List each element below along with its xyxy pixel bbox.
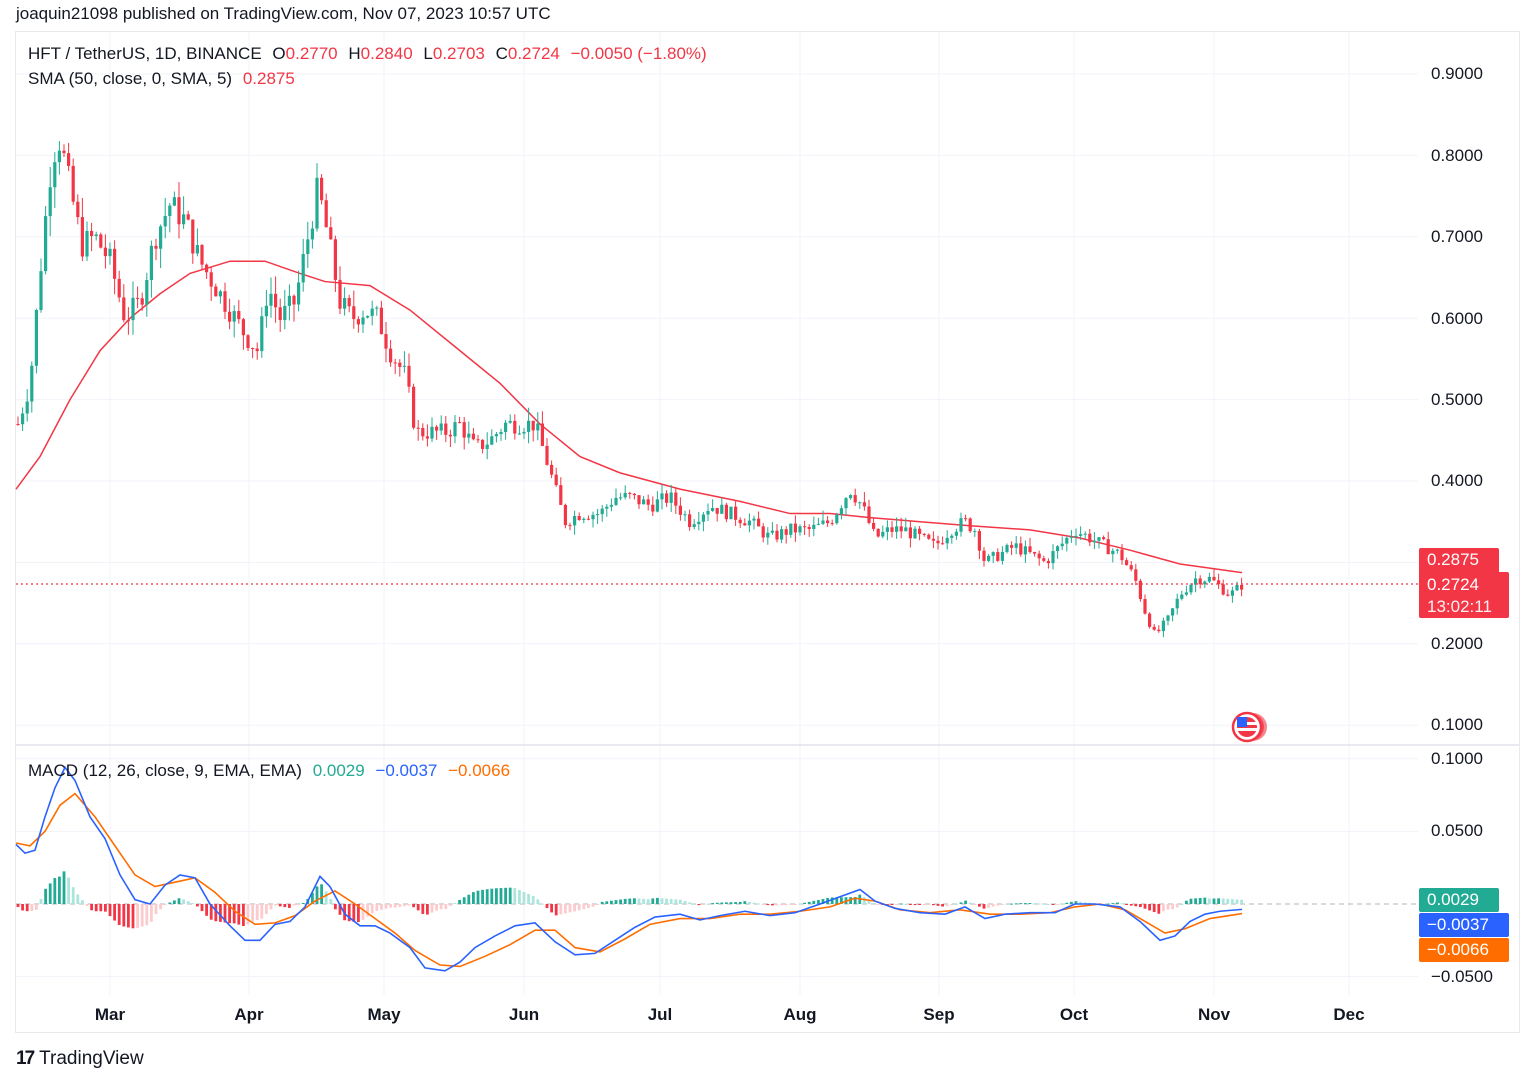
sma-price-tag: 0.2875 xyxy=(1419,548,1499,572)
bar-countdown: 13:02:11 xyxy=(1427,597,1492,616)
macd-legend[interactable]: MACD (12, 26, close, 9, EMA, EMA) 0.0029… xyxy=(28,761,516,781)
last-price-tag: 0.2724 13:02:11 xyxy=(1419,572,1509,618)
time-axis-label: Dec xyxy=(1333,1005,1365,1024)
time-axis-label: Jul xyxy=(647,1005,673,1024)
macd-histogram xyxy=(16,871,1243,929)
chart-frame xyxy=(15,31,1520,1033)
sma-legend[interactable]: SMA (50, close, 0, SMA, 5) 0.2875 xyxy=(28,69,301,89)
time-axis-label: Mar xyxy=(94,1005,126,1024)
macd-axis-label: −0.0500 xyxy=(1431,967,1493,986)
time-axis-label: Apr xyxy=(234,1005,264,1024)
low-value: 0.2703 xyxy=(432,44,485,63)
high-value: 0.2840 xyxy=(360,44,413,63)
time-axis-label: Jun xyxy=(508,1005,540,1024)
change-value: −0.0050 (−1.80%) xyxy=(570,44,707,63)
time-axis-label: Aug xyxy=(783,1005,817,1024)
published-header: joaquin21098 published on TradingView.co… xyxy=(16,4,551,23)
price-axis-label: 0.7000 xyxy=(1431,227,1483,246)
candlesticks xyxy=(16,141,1244,638)
time-axis-label: Oct xyxy=(1059,1005,1089,1024)
macd-axis-label: 0.0500 xyxy=(1431,821,1483,840)
signal-tag: −0.0066 xyxy=(1419,938,1509,962)
macd-title: MACD (12, 26, close, 9, EMA, EMA) xyxy=(28,761,302,780)
grid-lines xyxy=(16,32,1418,995)
price-axis-label: 0.9000 xyxy=(1431,64,1483,83)
time-axis-label: Nov xyxy=(1197,1005,1231,1024)
price-axis-label: 0.5000 xyxy=(1431,390,1483,409)
macd-hist-value: 0.0029 xyxy=(312,761,365,780)
sma-title: SMA (50, close, 0, SMA, 5) xyxy=(28,69,233,88)
symbol-legend[interactable]: HFT / TetherUS, 1D, BINANCE O0.2770 H0.2… xyxy=(28,44,707,63)
brand-name: TradingView xyxy=(39,1048,144,1069)
tradingview-brand[interactable]: 17 TradingView xyxy=(16,1048,144,1070)
signal-value: −0.0066 xyxy=(448,761,511,780)
time-axis-label: May xyxy=(367,1005,401,1024)
sma-value: 0.2875 xyxy=(242,69,295,88)
macd-axis-label: 0.1000 xyxy=(1431,749,1483,768)
price-axis-label: 0.6000 xyxy=(1431,309,1483,328)
macd-tag: −0.0037 xyxy=(1419,913,1509,937)
tradingview-logo-icon: 17 xyxy=(16,1048,35,1069)
price-axis-label: 0.2000 xyxy=(1431,634,1483,653)
macd-hist-tag: 0.0029 xyxy=(1419,888,1499,912)
price-axis-label: 0.1000 xyxy=(1431,715,1483,734)
open-value: 0.2770 xyxy=(285,44,338,63)
macd-line xyxy=(15,765,1243,972)
last-price: 0.2724 xyxy=(1427,575,1479,594)
close-value: 0.2724 xyxy=(507,44,560,63)
signal-line xyxy=(15,792,1243,968)
flag-icon xyxy=(1231,711,1267,743)
price-axis-label: 0.8000 xyxy=(1431,146,1483,165)
sma-line xyxy=(15,260,1243,574)
symbol-title: HFT / TetherUS, 1D, BINANCE xyxy=(28,44,262,63)
macd-value: −0.0037 xyxy=(375,761,438,780)
price-axis-label: 0.4000 xyxy=(1431,471,1483,490)
time-axis-label: Sep xyxy=(923,1005,955,1024)
